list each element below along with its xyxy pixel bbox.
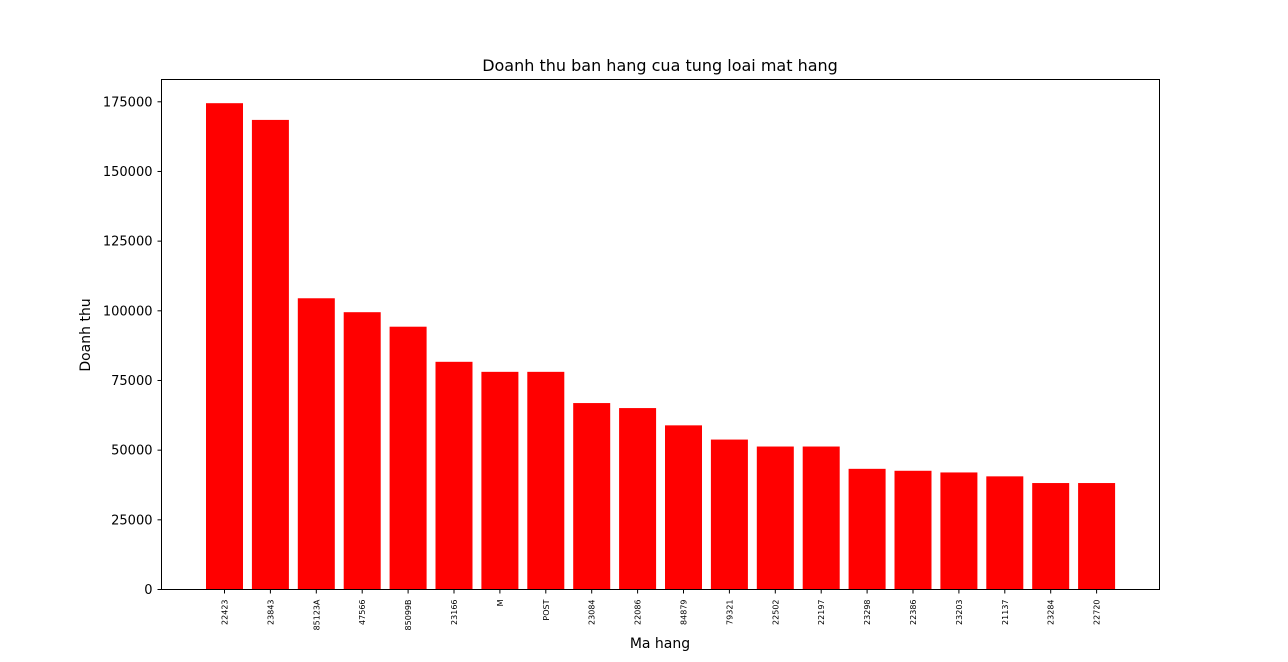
- bar-47566: [343, 312, 381, 590]
- y-tick-label: 75000: [111, 374, 152, 389]
- bar-23298: [848, 468, 886, 590]
- y-axis-ticks: 0 25000 50000 75000 100000 125000 150000 175000: [103, 95, 162, 598]
- x-tick-label: 23298: [863, 600, 872, 625]
- x-tick-label: 22423: [221, 600, 230, 625]
- bar-23843: [251, 119, 289, 590]
- x-tick-label: 22197: [817, 600, 826, 625]
- x-tick-label: M: [496, 599, 505, 606]
- x-tick-label: 85099B: [404, 600, 413, 631]
- bar-23203: [940, 472, 978, 590]
- bar-23166: [435, 361, 473, 590]
- y-tick-label: 50000: [111, 444, 152, 459]
- y-axis-label: Doanh thu: [78, 298, 94, 371]
- bars-group: [206, 103, 1116, 590]
- bar-21137: [986, 476, 1024, 590]
- bar-22502: [756, 446, 794, 590]
- bar-79321: [710, 439, 748, 590]
- y-tick-label: 125000: [103, 235, 153, 250]
- x-tick-label: 84879: [680, 600, 689, 625]
- x-axis-ticks: 22423 23843 85123A 47566 85099B 23166 M POST 230…: [221, 589, 1102, 631]
- x-tick-label: 23284: [1047, 600, 1056, 625]
- bar-22197: [802, 446, 840, 590]
- x-tick-label: 23203: [955, 600, 964, 625]
- x-tick-label: 22086: [634, 600, 643, 625]
- x-tick-label: POST: [542, 599, 551, 620]
- x-tick-label: 85123A: [312, 599, 321, 630]
- y-tick-label: 150000: [103, 165, 153, 180]
- bar-22720: [1078, 483, 1116, 590]
- x-tick-label: 22720: [1093, 600, 1102, 625]
- bar-23084: [573, 403, 611, 590]
- bar-85123A: [297, 298, 335, 590]
- x-tick-label: 23166: [450, 600, 459, 625]
- chart-title: Doanh thu ban hang cua tung loai mat han…: [482, 56, 838, 75]
- plot-frame: [161, 79, 1160, 590]
- bar-23284: [1032, 483, 1070, 590]
- x-tick-label: 23084: [588, 600, 597, 625]
- bar-POST: [527, 371, 565, 590]
- x-tick-label: 22386: [909, 600, 918, 625]
- bar-84879: [665, 425, 702, 590]
- x-tick-label: 47566: [358, 600, 367, 625]
- x-axis-label: Ma hang: [630, 636, 690, 652]
- bar-85099B: [389, 326, 427, 590]
- y-tick-label: 0: [144, 583, 152, 598]
- y-tick-label: 25000: [111, 513, 152, 528]
- bar-22086: [619, 408, 657, 590]
- bar-M: [481, 371, 519, 590]
- bar-22386: [894, 470, 932, 590]
- x-tick-label: 79321: [725, 600, 734, 625]
- y-tick-label: 100000: [103, 304, 153, 319]
- x-tick-label: 22502: [771, 600, 780, 625]
- x-tick-label: 21137: [1001, 600, 1010, 625]
- x-tick-label: 23843: [266, 600, 275, 625]
- bar-22423: [206, 103, 243, 590]
- y-tick-label: 175000: [103, 95, 153, 110]
